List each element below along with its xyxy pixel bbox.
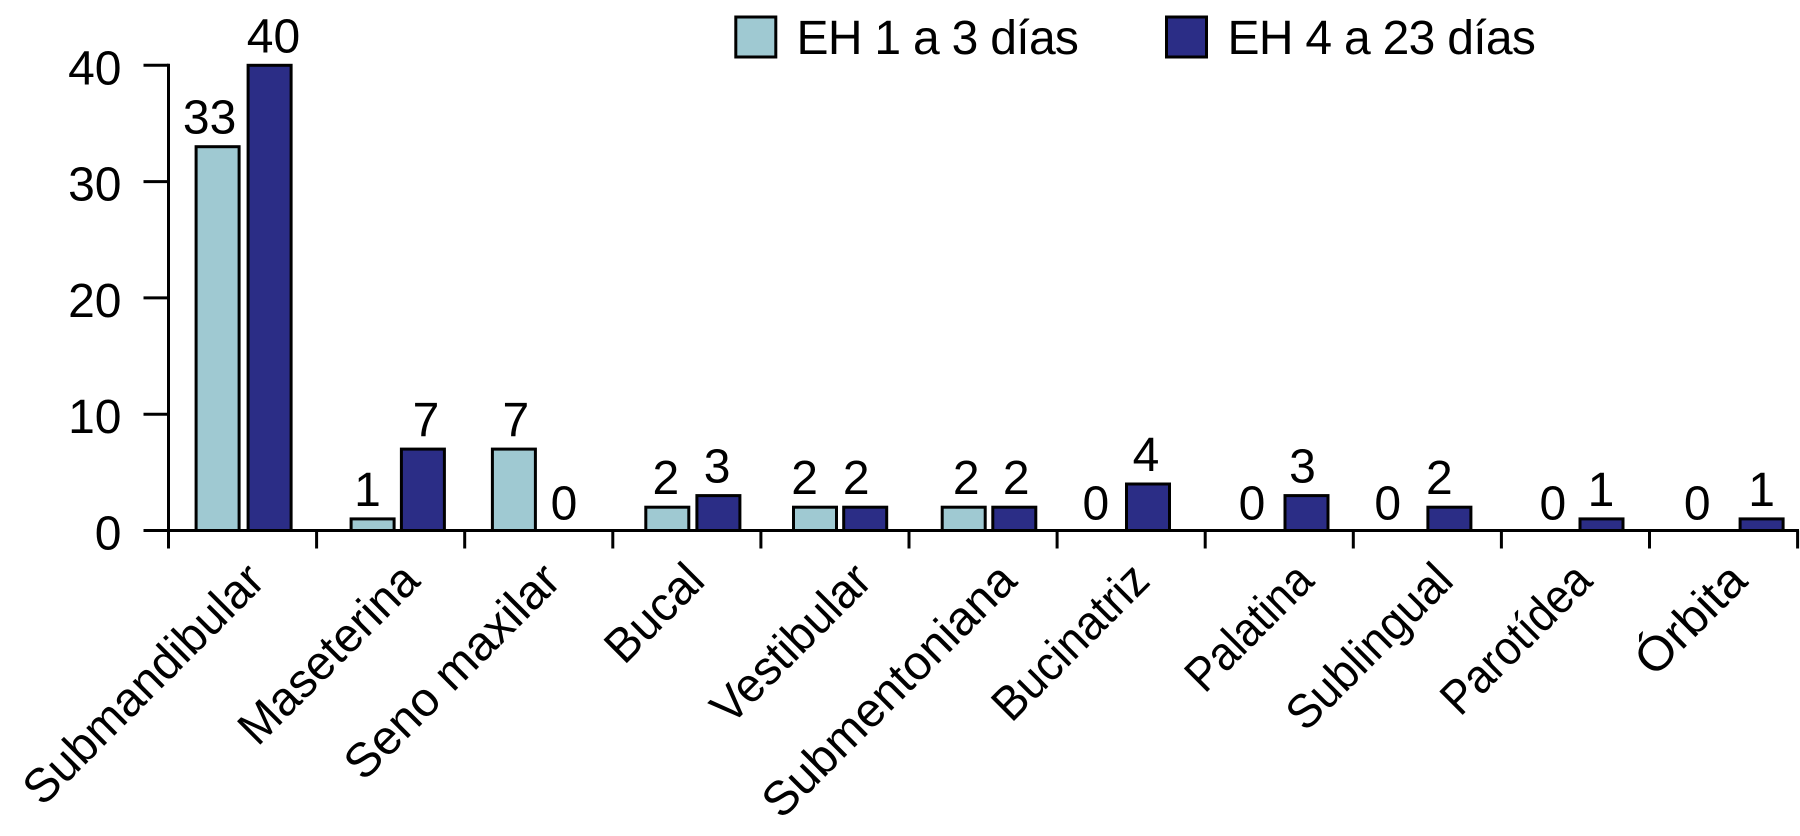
svg-text:0: 0 — [551, 478, 578, 531]
svg-text:0: 0 — [95, 508, 122, 561]
svg-text:2: 2 — [791, 452, 818, 505]
svg-text:3: 3 — [704, 441, 731, 494]
svg-text:40: 40 — [68, 42, 121, 95]
svg-text:3: 3 — [1289, 441, 1316, 494]
svg-text:1: 1 — [354, 464, 381, 517]
svg-text:4: 4 — [1133, 429, 1160, 482]
svg-text:2: 2 — [1003, 452, 1030, 505]
svg-text:0: 0 — [1082, 478, 1109, 531]
svg-text:0: 0 — [1374, 478, 1401, 531]
svg-text:2: 2 — [1426, 452, 1453, 505]
svg-text:1: 1 — [1748, 464, 1775, 517]
svg-text:2: 2 — [953, 452, 980, 505]
svg-text:EH 1 a 3 días: EH 1 a 3 días — [797, 12, 1079, 65]
svg-text:40: 40 — [247, 10, 300, 63]
svg-text:30: 30 — [68, 159, 121, 212]
svg-text:EH 4 a 23 días: EH 4 a 23 días — [1228, 12, 1536, 65]
svg-text:0: 0 — [1684, 478, 1711, 531]
svg-text:0: 0 — [1539, 478, 1566, 531]
svg-text:10: 10 — [68, 391, 121, 444]
svg-text:33: 33 — [183, 92, 236, 145]
svg-text:20: 20 — [68, 275, 121, 328]
svg-text:7: 7 — [503, 394, 530, 447]
svg-text:1: 1 — [1588, 464, 1615, 517]
svg-text:7: 7 — [413, 394, 440, 447]
svg-text:0: 0 — [1239, 478, 1266, 531]
svg-text:2: 2 — [653, 452, 680, 505]
svg-text:2: 2 — [843, 452, 870, 505]
